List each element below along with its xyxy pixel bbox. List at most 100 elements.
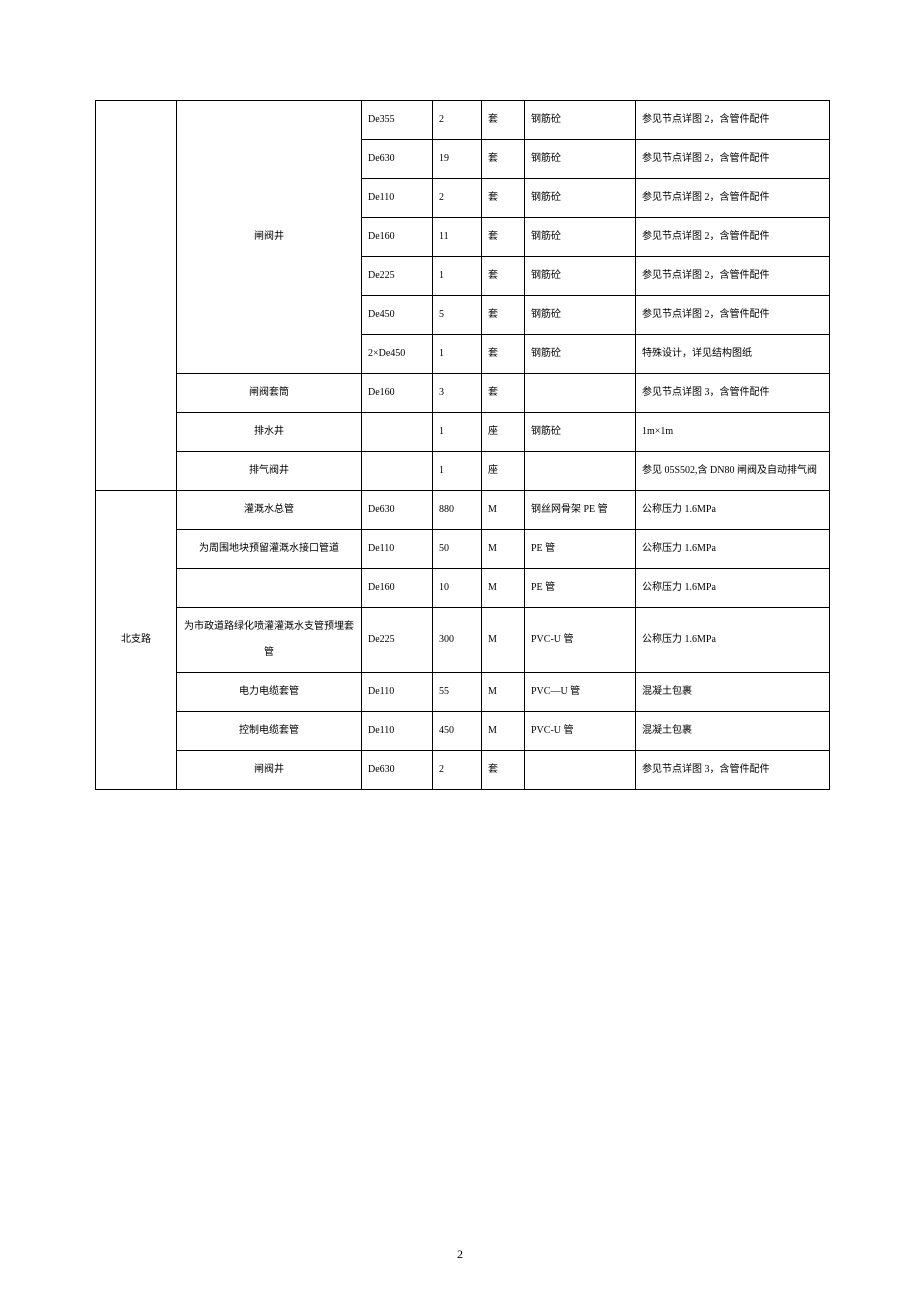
table-row: 闸阀井 De630 2 套 参见节点详图 3，含管件配件 — [96, 751, 830, 790]
cell-unit: M — [482, 530, 525, 569]
cell-qty: 55 — [433, 673, 482, 712]
cell-material — [525, 452, 636, 491]
cell-spec: De160 — [362, 569, 433, 608]
cell-item-label — [177, 569, 362, 608]
cell-material: PVC—U 管 — [525, 673, 636, 712]
table-row: 北支路 灌溉水总管 De630 880 M 钢丝网骨架 PE 管 公称压力 1.… — [96, 491, 830, 530]
cell-note: 参见节点详图 2，含管件配件 — [636, 101, 830, 140]
cell-note: 参见 05S502,含 DN80 闸阀及自动排气阀 — [636, 452, 830, 491]
table-row: 排水井 1 座 钢筋砼 1m×1m — [96, 413, 830, 452]
cell-spec: 2×De450 — [362, 335, 433, 374]
table-row: 电力电缆套管 De110 55 M PVC—U 管 混凝土包裹 — [96, 673, 830, 712]
cell-spec: De225 — [362, 608, 433, 673]
cell-spec: De110 — [362, 712, 433, 751]
cell-note: 混凝土包裹 — [636, 712, 830, 751]
cell-material: PVC-U 管 — [525, 712, 636, 751]
cell-unit: M — [482, 608, 525, 673]
page: 闸阀井 De355 2 套 钢筋砼 参见节点详图 2，含管件配件 De630 1… — [0, 0, 920, 1302]
cell-note: 混凝土包裹 — [636, 673, 830, 712]
cell-qty: 3 — [433, 374, 482, 413]
cell-item-label: 闸阀井 — [177, 751, 362, 790]
cell-item-label: 闸阀套筒 — [177, 374, 362, 413]
cell-note: 参见节点详图 2，含管件配件 — [636, 257, 830, 296]
cell-unit: 套 — [482, 296, 525, 335]
cell-material: 钢筋砼 — [525, 218, 636, 257]
cell-qty: 19 — [433, 140, 482, 179]
table-row: 为市政道路绿化喷灌灌溉水支管预埋套管 De225 300 M PVC-U 管 公… — [96, 608, 830, 673]
cell-note: 1m×1m — [636, 413, 830, 452]
cell-spec: De450 — [362, 296, 433, 335]
cell-item-label: 灌溉水总管 — [177, 491, 362, 530]
data-table: 闸阀井 De355 2 套 钢筋砼 参见节点详图 2，含管件配件 De630 1… — [95, 100, 830, 790]
cell-material: PE 管 — [525, 569, 636, 608]
cell-spec — [362, 452, 433, 491]
cell-material: 钢筋砼 — [525, 296, 636, 335]
cell-material: 钢筋砼 — [525, 413, 636, 452]
cell-note: 公称压力 1.6MPa — [636, 569, 830, 608]
cell-item-label: 排气阀井 — [177, 452, 362, 491]
cell-section1-area — [96, 101, 177, 491]
cell-material: PVC-U 管 — [525, 608, 636, 673]
cell-spec: De630 — [362, 491, 433, 530]
cell-unit: 套 — [482, 374, 525, 413]
cell-note: 公称压力 1.6MPa — [636, 530, 830, 569]
cell-note: 参见节点详图 2，含管件配件 — [636, 218, 830, 257]
table-row: 闸阀套筒 De160 3 套 参见节点详图 3，含管件配件 — [96, 374, 830, 413]
cell-section2-area: 北支路 — [96, 491, 177, 790]
cell-unit: 座 — [482, 452, 525, 491]
cell-item-label: 控制电缆套管 — [177, 712, 362, 751]
cell-qty: 2 — [433, 751, 482, 790]
cell-material: 钢筋砼 — [525, 179, 636, 218]
cell-spec: De225 — [362, 257, 433, 296]
cell-item-label: 为周围地块预留灌溉水接口管道 — [177, 530, 362, 569]
cell-qty: 50 — [433, 530, 482, 569]
cell-qty: 2 — [433, 179, 482, 218]
cell-material — [525, 374, 636, 413]
cell-spec: De110 — [362, 179, 433, 218]
cell-item-label: 电力电缆套管 — [177, 673, 362, 712]
cell-qty: 880 — [433, 491, 482, 530]
cell-spec: De630 — [362, 751, 433, 790]
cell-spec: De110 — [362, 530, 433, 569]
cell-qty: 1 — [433, 413, 482, 452]
cell-note: 公称压力 1.6MPa — [636, 491, 830, 530]
cell-note: 参见节点详图 2，含管件配件 — [636, 179, 830, 218]
cell-qty: 1 — [433, 452, 482, 491]
table-row: 闸阀井 De355 2 套 钢筋砼 参见节点详图 2，含管件配件 — [96, 101, 830, 140]
cell-qty: 11 — [433, 218, 482, 257]
cell-unit: 套 — [482, 751, 525, 790]
table-row: De160 10 M PE 管 公称压力 1.6MPa — [96, 569, 830, 608]
cell-qty: 1 — [433, 257, 482, 296]
cell-unit: 座 — [482, 413, 525, 452]
page-number: 2 — [0, 1247, 920, 1262]
cell-qty: 1 — [433, 335, 482, 374]
cell-unit: 套 — [482, 218, 525, 257]
cell-unit: 套 — [482, 257, 525, 296]
cell-qty: 10 — [433, 569, 482, 608]
cell-unit: M — [482, 712, 525, 751]
table-row: 控制电缆套管 De110 450 M PVC-U 管 混凝土包裹 — [96, 712, 830, 751]
cell-spec: De160 — [362, 374, 433, 413]
cell-spec: De630 — [362, 140, 433, 179]
cell-qty: 300 — [433, 608, 482, 673]
cell-note: 公称压力 1.6MPa — [636, 608, 830, 673]
cell-unit: M — [482, 569, 525, 608]
table-row: 为周围地块预留灌溉水接口管道 De110 50 M PE 管 公称压力 1.6M… — [96, 530, 830, 569]
cell-unit: 套 — [482, 101, 525, 140]
cell-material: 钢筋砼 — [525, 335, 636, 374]
cell-spec — [362, 413, 433, 452]
cell-spec: De160 — [362, 218, 433, 257]
cell-material: 钢筋砼 — [525, 101, 636, 140]
cell-material: 钢丝网骨架 PE 管 — [525, 491, 636, 530]
cell-valve-well-label: 闸阀井 — [177, 101, 362, 374]
cell-unit: M — [482, 673, 525, 712]
cell-item-label: 排水井 — [177, 413, 362, 452]
cell-spec: De355 — [362, 101, 433, 140]
cell-note: 参见节点详图 3，含管件配件 — [636, 374, 830, 413]
cell-material: 钢筋砼 — [525, 257, 636, 296]
cell-unit: 套 — [482, 140, 525, 179]
cell-material: 钢筋砼 — [525, 140, 636, 179]
cell-note: 特殊设计，详见结构图纸 — [636, 335, 830, 374]
cell-note: 参见节点详图 3，含管件配件 — [636, 751, 830, 790]
cell-qty: 2 — [433, 101, 482, 140]
